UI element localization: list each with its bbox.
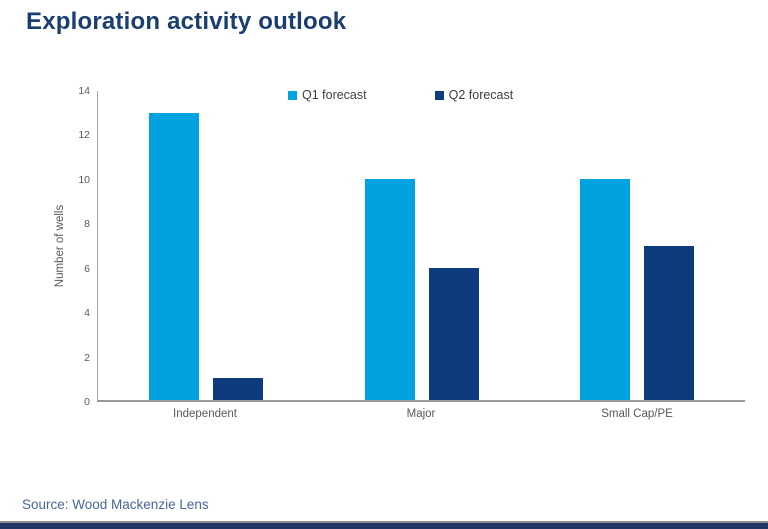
footer-strip	[0, 523, 768, 529]
legend-label: Q1 forecast	[302, 88, 367, 102]
y-tick: 10	[78, 173, 90, 186]
bar	[580, 179, 631, 400]
bar	[148, 113, 199, 400]
legend-item: Q1 forecast	[288, 88, 367, 102]
legend-label: Q2 forecast	[448, 88, 514, 102]
legend-item: Q2 forecast	[434, 88, 514, 102]
x-axis-label: Small Cap/PE	[601, 408, 673, 420]
bar	[212, 377, 263, 400]
bar-group	[314, 91, 530, 400]
y-tick: 14	[78, 85, 90, 97]
y-tick: 2	[84, 351, 90, 364]
y-tick: 4	[84, 307, 90, 320]
bar-groups	[98, 91, 745, 400]
x-axis-labels: Independent Major Small Cap/PE	[97, 408, 745, 420]
y-tick: 12	[78, 129, 90, 142]
footer-rule	[0, 521, 768, 523]
page-title: Exploration activity outlook	[26, 8, 347, 35]
source-note: Source: Wood Mackenzie Lens	[22, 497, 209, 512]
x-axis-label: Major	[406, 408, 436, 420]
x-axis-label: Independent	[173, 408, 237, 420]
bar-group	[98, 91, 314, 400]
bar-group	[529, 91, 745, 400]
bar	[428, 267, 479, 400]
y-tick: 0	[84, 396, 90, 408]
y-tick: 6	[84, 262, 90, 275]
bar-chart	[97, 91, 745, 402]
y-axis-ticks: 0 2 4 6 8 10 12 14	[58, 85, 90, 408]
chart-legend: Q1 forecast Q2 forecast	[288, 88, 513, 102]
bar	[644, 245, 695, 400]
legend-swatch-icon	[288, 90, 297, 100]
bar	[364, 179, 415, 400]
y-tick: 8	[84, 218, 90, 231]
legend-swatch-icon	[434, 90, 444, 100]
